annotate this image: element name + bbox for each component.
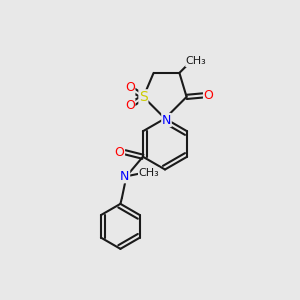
Text: N: N: [120, 170, 130, 183]
Text: O: O: [115, 146, 124, 159]
Text: S: S: [139, 90, 148, 104]
Text: N: N: [162, 113, 171, 127]
Text: CH₃: CH₃: [186, 56, 207, 67]
Text: O: O: [204, 89, 213, 102]
Text: CH₃: CH₃: [139, 168, 159, 178]
Text: O: O: [125, 99, 135, 112]
Text: O: O: [125, 81, 135, 94]
